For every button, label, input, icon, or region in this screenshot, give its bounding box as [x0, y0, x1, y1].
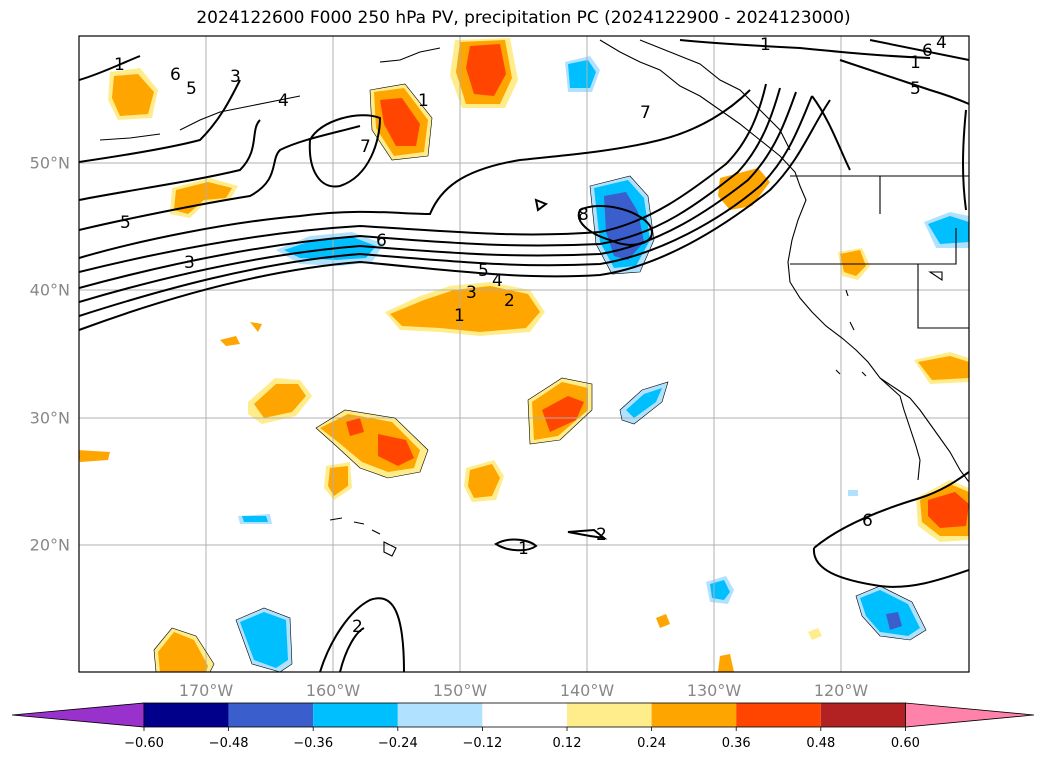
contour-label: 4: [492, 271, 503, 291]
colorbar-bin: [397, 703, 483, 727]
colorbar-tick-label: −0.12: [462, 736, 503, 751]
colorbar-tick-label: −0.48: [208, 736, 249, 751]
contour-label: 3: [230, 67, 241, 87]
contour-label: 5: [478, 261, 489, 281]
coastlines: [99, 39, 969, 557]
contour-label: 6: [170, 65, 181, 85]
contour-label: 3: [466, 283, 477, 303]
colorbar-bin: [820, 703, 906, 727]
colorbar-bin: [736, 703, 821, 727]
colorbar-tick-label: −0.36: [293, 736, 334, 751]
contour-label: 4: [278, 91, 289, 111]
colorbar: [11, 702, 1035, 731]
contour-label: 5: [186, 79, 197, 99]
colorbar-bin: [144, 703, 229, 727]
lon-label: 150°W: [432, 681, 488, 700]
contour-label: 1: [454, 306, 465, 326]
lon-label: 170°W: [178, 681, 234, 700]
contour-label: 7: [640, 103, 651, 123]
contour-label: 1: [518, 539, 529, 559]
lat-label: 30°N: [29, 408, 70, 428]
contour-label: 6: [922, 41, 933, 61]
colorbar-tick-label: 0.36: [721, 736, 751, 751]
colorbar-extend-high: [905, 702, 1035, 728]
colorbar-tick-label: 0.48: [806, 736, 836, 751]
colorbar-tick-label: −0.24: [377, 736, 418, 751]
colorbar-bin: [313, 703, 398, 727]
lon-label: 160°W: [305, 681, 361, 700]
lat-label: 20°N: [29, 535, 70, 555]
contour-label: 2: [504, 291, 515, 311]
contour-label: 5: [120, 213, 131, 233]
colorbar-tick-label: 0.60: [890, 736, 920, 751]
lat-label: 40°N: [29, 280, 70, 300]
map-title: 2024122600 F000 250 hPa PV, precipitatio…: [196, 8, 851, 28]
contour-labels: 1 2 3 4 5 6 7 8 1 2 3 4 5 6 7 1 1 1 2 5 …: [114, 33, 947, 637]
precip-shading: [79, 38, 969, 672]
contour-label: 2: [596, 525, 607, 545]
contour-label: 4: [936, 33, 947, 53]
graticule: [79, 36, 969, 672]
contour-label: 1: [910, 53, 921, 73]
lon-label: 140°W: [559, 681, 615, 700]
contour-label: 3: [184, 253, 195, 273]
contour-label: 5: [910, 79, 921, 99]
colorbar-tick-label: 0.24: [637, 736, 667, 751]
contour-label: 1: [114, 55, 125, 75]
contour-label: 6: [376, 231, 387, 251]
contour-label: 8: [578, 205, 589, 225]
colorbar-tick-label: 0.12: [552, 736, 582, 751]
lat-label: 50°N: [29, 153, 70, 173]
colorbar-tick-label: −0.60: [124, 736, 164, 751]
contour-label: 6: [862, 511, 873, 531]
colorbar-bin: [567, 703, 652, 727]
colorbar-bin: [651, 703, 737, 727]
contour-label: 1: [418, 91, 429, 111]
map-plot-area: 1 2 3 4 5 6 7 8 1 2 3 4 5 6 7 1 1 1 2 5 …: [79, 33, 969, 672]
lon-label: 130°W: [686, 681, 742, 700]
pv-contours: [79, 39, 969, 672]
colorbar-bin: [482, 703, 567, 727]
map-frame: [78, 35, 970, 673]
contour-label: 7: [360, 137, 371, 157]
contour-label: 1: [760, 35, 771, 55]
lon-label: 120°W: [813, 681, 869, 700]
colorbar-bin: [228, 703, 314, 727]
contour-label: 2: [352, 617, 363, 637]
colorbar-extend-low: [11, 702, 145, 728]
